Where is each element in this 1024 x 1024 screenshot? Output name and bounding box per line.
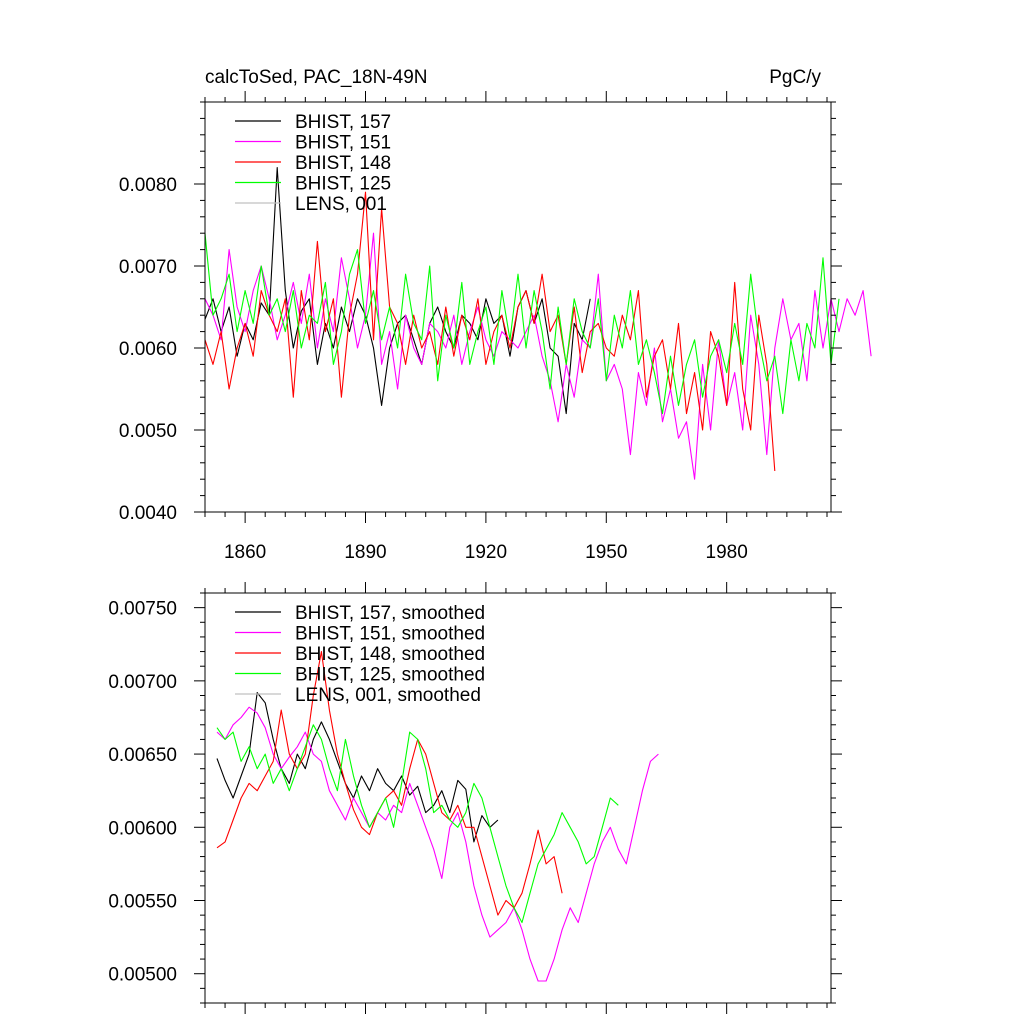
series-line-bhist-148 [204, 191, 776, 472]
series-line-bhist-157-smoothed [216, 692, 499, 843]
x-tick-label: 1920 [465, 542, 507, 563]
y-tick-label: 0.0050 [119, 421, 177, 442]
x-tick-label: 1860 [224, 542, 266, 563]
plot-frame [204, 101, 832, 513]
legend-label-bhist-157-smoothed: BHIST, 157, smoothed [295, 603, 485, 624]
y-tick-label: 0.00600 [108, 818, 177, 839]
y-tick-label: 0.00550 [108, 892, 177, 913]
series-line-bhist-125-smoothed [216, 724, 619, 924]
y-tick-label: 0.0070 [119, 257, 177, 278]
y-tick-label: 0.00500 [108, 965, 177, 986]
legend-label-bhist-148: BHIST, 148 [295, 153, 391, 174]
series-line-bhist-148-smoothed [216, 651, 563, 916]
legend-label-bhist-148-smoothed: BHIST, 148, smoothed [295, 644, 485, 665]
legend-label-bhist-125: BHIST, 125 [295, 174, 391, 195]
chart-units-label: PgC/y [769, 67, 821, 88]
y-tick-label: 0.00650 [108, 745, 177, 766]
panel-bottom: 0.00500 0.00550 0.00600 0.00650 0.00700 0.007… [108, 582, 842, 1014]
y-tick-label: 0.0080 [119, 175, 177, 196]
y-tick-label: 0.00750 [108, 599, 177, 620]
chart-title-left: calcToSed, PAC_18N-49N [205, 67, 428, 88]
series-line-bhist-125 [204, 233, 840, 415]
y-tick-label: 0.00700 [108, 672, 177, 693]
legend-label-bhist-151: BHIST, 151 [295, 133, 391, 154]
legend-label-bhist-157: BHIST, 157 [295, 112, 391, 133]
x-tick-label: 1980 [706, 542, 748, 563]
x-tick-label: 1950 [585, 542, 627, 563]
series-line-bhist-151-smoothed [216, 706, 659, 982]
y-tick-label: 0.0060 [119, 339, 177, 360]
panel-top: 1860 1890 1920 1950 1980 0.0040 0.0050 0.0060 0.… [119, 91, 872, 563]
legend-label-lens-001-smoothed: LENS, 001, smoothed [295, 685, 481, 706]
legend-label-lens-001: LENS, 001 [295, 194, 387, 215]
legend-label-bhist-125-smoothed: BHIST, 125, smoothed [295, 665, 485, 686]
y-tick-label: 0.0040 [119, 503, 177, 524]
series-line-bhist-151 [204, 232, 872, 480]
legend-label-bhist-151-smoothed: BHIST, 151, smoothed [295, 624, 485, 645]
series-line-bhist-157 [204, 167, 591, 415]
x-tick-label: 1890 [344, 542, 386, 563]
